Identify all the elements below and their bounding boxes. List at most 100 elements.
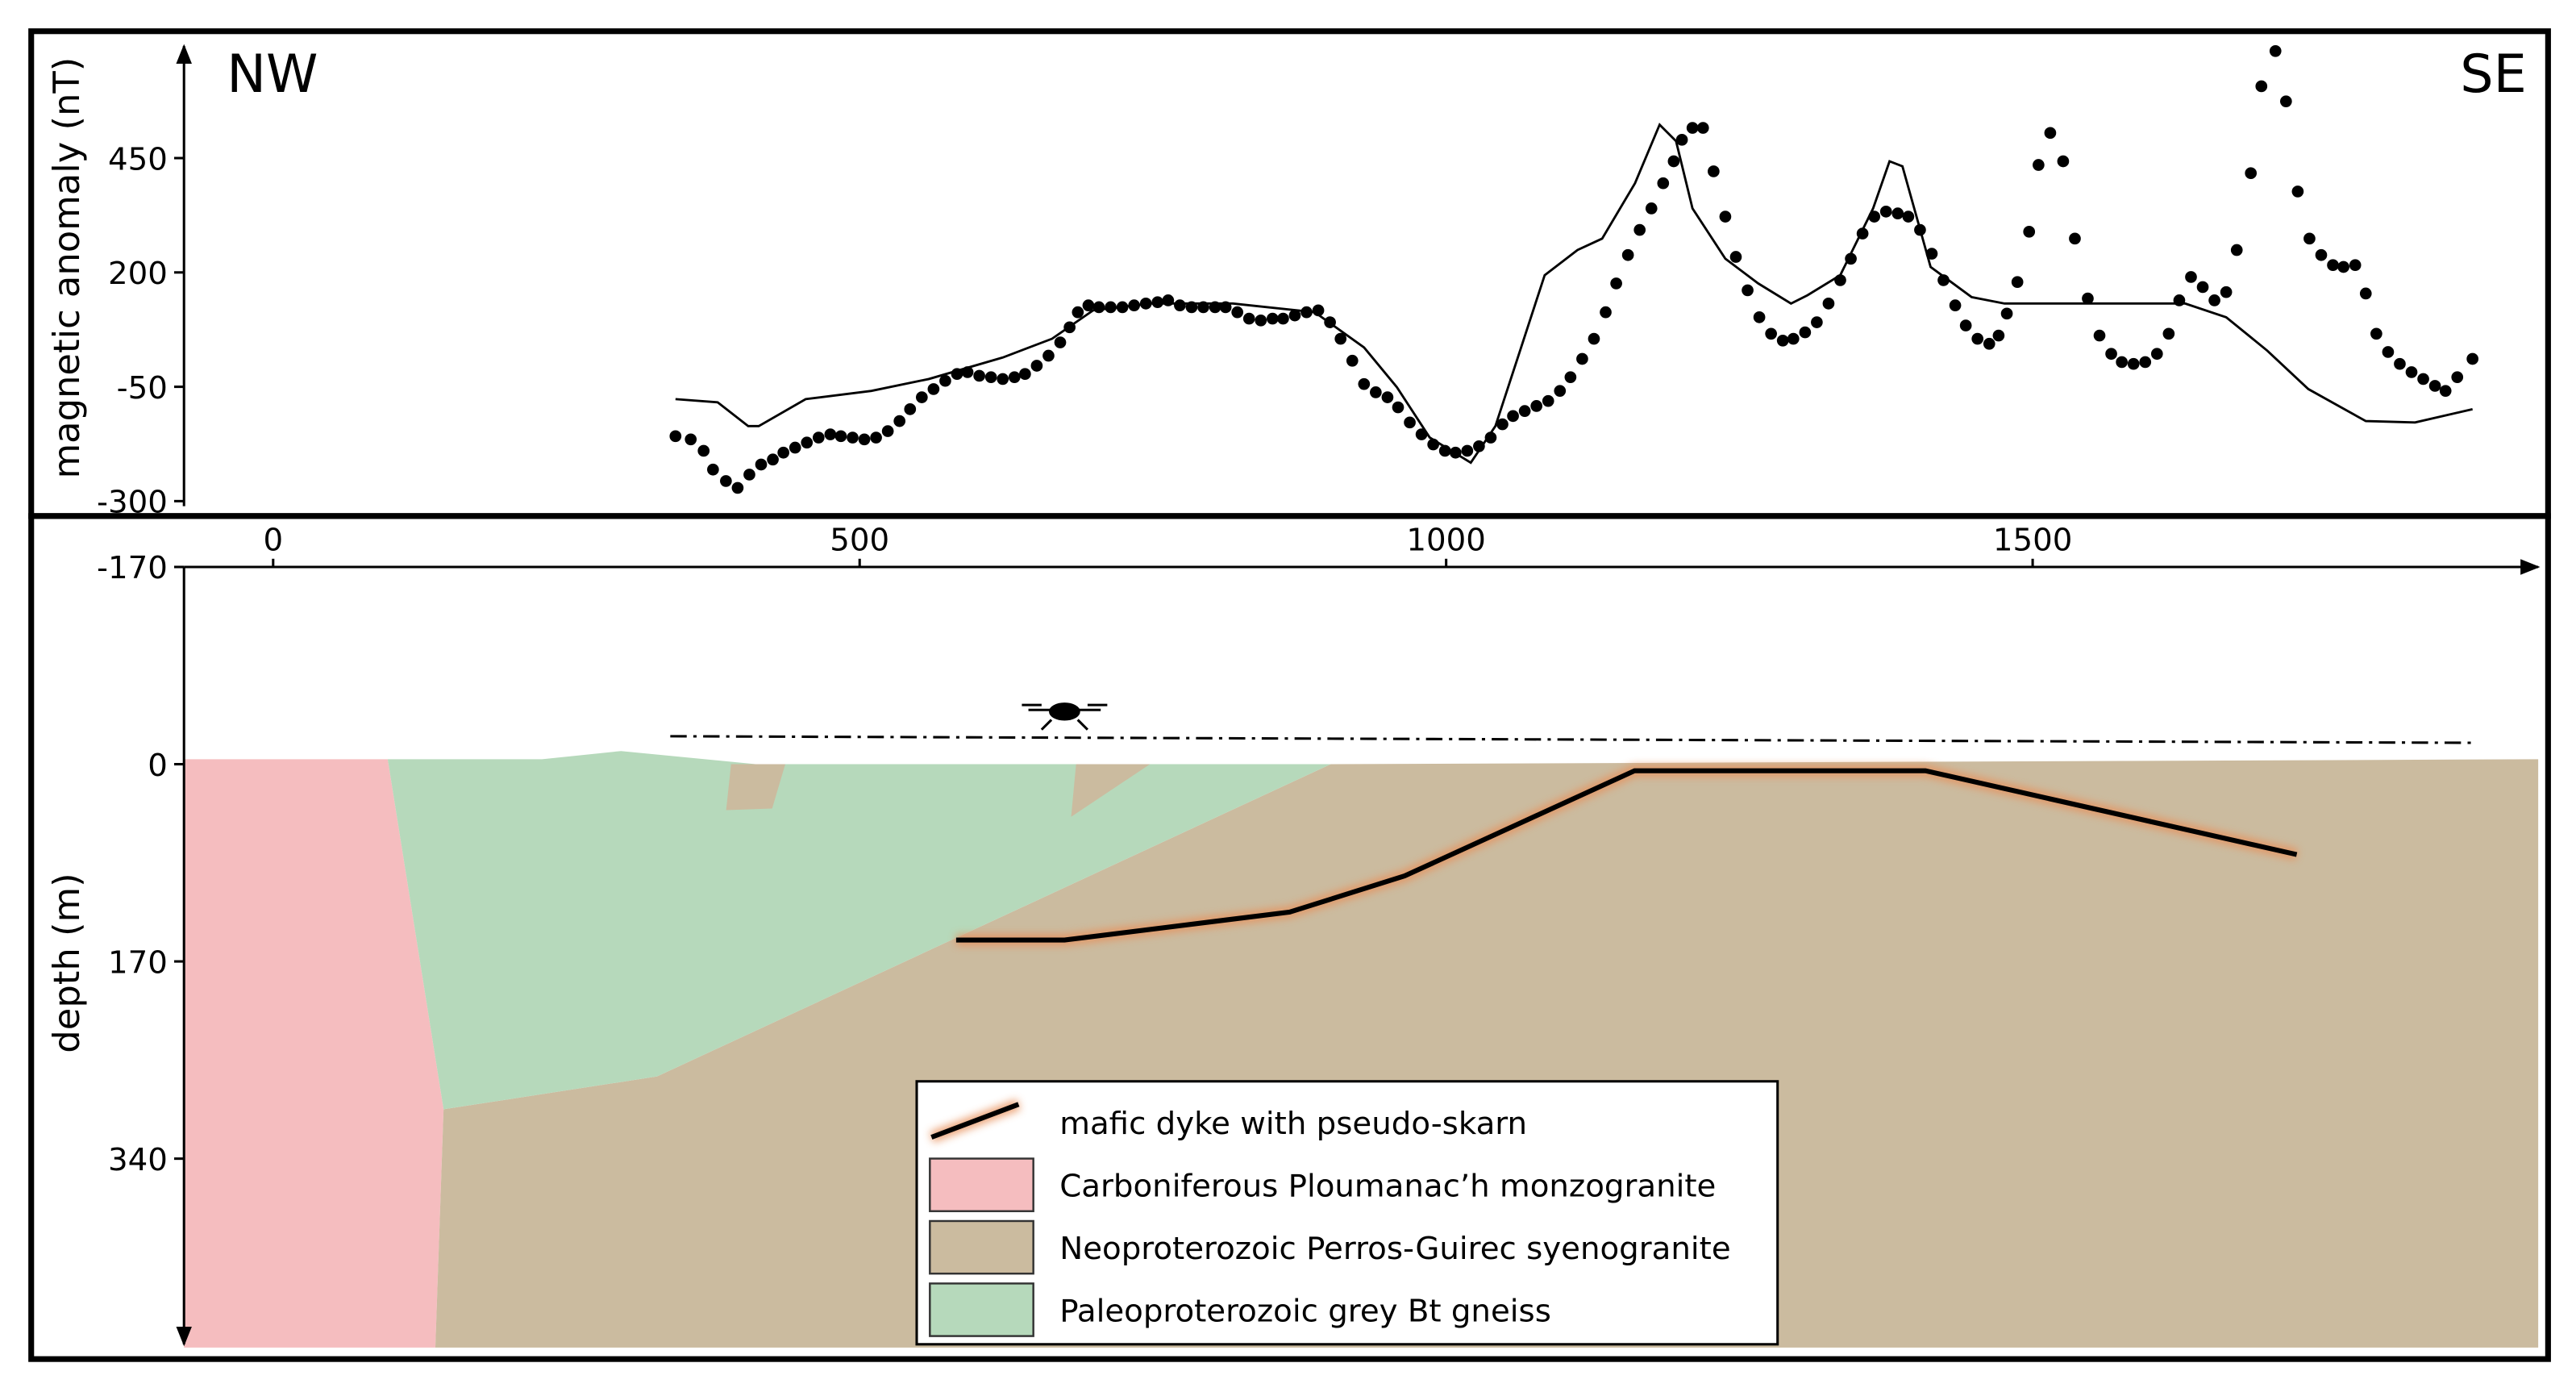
- data-point: [2337, 261, 2349, 273]
- data-point: [1686, 122, 1699, 134]
- data-point: [697, 444, 710, 457]
- data-point: [1082, 299, 1095, 311]
- syenogranite-wedge: [726, 764, 785, 811]
- data-point: [2105, 348, 2117, 361]
- data-point: [2349, 259, 2362, 272]
- data-point: [1019, 368, 1031, 381]
- data-point: [2315, 248, 2328, 261]
- data-point: [1231, 306, 1244, 319]
- data-point: [1030, 360, 1043, 372]
- data-point: [2162, 327, 2175, 340]
- data-point: [1554, 385, 1567, 398]
- data-point: [1255, 315, 1267, 327]
- data-point: [1473, 440, 1485, 452]
- data-point: [1708, 165, 1720, 177]
- data-point: [1657, 177, 1670, 190]
- flight-line: [670, 735, 2473, 744]
- data-point: [1983, 337, 1995, 350]
- data-point: [2033, 159, 2045, 171]
- data-point: [1288, 309, 1301, 322]
- data-point: [2327, 259, 2339, 272]
- data-point: [2150, 348, 2163, 361]
- data-point: [2280, 95, 2292, 108]
- syenogranite-wedge: [1071, 764, 1151, 817]
- drone-icon: [1022, 702, 1108, 731]
- data-point: [1675, 133, 1688, 146]
- data-point: [1667, 155, 1680, 168]
- data-point: [1266, 312, 1279, 325]
- data-point: [973, 369, 985, 382]
- data-point: [858, 433, 871, 446]
- data-point: [1776, 334, 1789, 347]
- data-point: [1404, 416, 1416, 429]
- y-tick-label: 0: [148, 748, 168, 784]
- x-tick-label: 1500: [1993, 523, 2073, 559]
- dyke: [955, 768, 2298, 943]
- data-point: [1277, 312, 1289, 325]
- x-tick-label: 1000: [1406, 523, 1486, 559]
- data-point: [812, 431, 825, 444]
- data-point: [2000, 307, 2013, 320]
- data-point: [1242, 312, 1255, 325]
- y-tick-label: -50: [117, 370, 168, 406]
- data-point: [767, 453, 779, 466]
- y-tick-label: -300: [97, 485, 168, 521]
- data-point: [1742, 284, 1754, 297]
- data-point: [707, 463, 719, 476]
- data-point: [2044, 127, 2057, 140]
- data-point: [1484, 431, 1497, 444]
- data-point: [669, 430, 682, 443]
- data-point: [1392, 401, 1405, 414]
- data-point: [1358, 377, 1371, 390]
- data-point: [927, 383, 940, 395]
- data-point: [755, 458, 768, 471]
- data-point: [2370, 327, 2382, 340]
- data-point: [997, 373, 1009, 386]
- data-point: [1645, 202, 1658, 215]
- data-point: [904, 403, 917, 415]
- data-point: [1811, 316, 1823, 328]
- data-point: [1753, 311, 1766, 323]
- data-point: [1054, 336, 1067, 348]
- data-point: [1949, 299, 1962, 311]
- data-point: [1633, 223, 1646, 236]
- legend-label: mafic dyke with pseudo-skarn: [1059, 1106, 1527, 1142]
- data-point: [2196, 281, 2209, 294]
- data-point: [1072, 306, 1084, 319]
- data-point: [2394, 357, 2406, 370]
- data-point: [1600, 306, 1612, 319]
- data-point: [2417, 373, 2429, 386]
- y-tick-label: 170: [108, 944, 168, 981]
- data-point: [1891, 207, 1904, 219]
- data-point: [1787, 332, 1800, 345]
- data-point: [2139, 356, 2152, 369]
- data-point: [1576, 352, 1588, 365]
- data-point: [1008, 371, 1021, 384]
- data-point: [1542, 394, 1554, 407]
- data-point: [1610, 277, 1622, 290]
- data-point: [1971, 332, 1984, 345]
- data-point: [1346, 354, 1359, 367]
- legend-swatch: [929, 1282, 1034, 1337]
- data-point: [1765, 327, 1777, 340]
- annotation: NW: [227, 44, 318, 105]
- data-point: [1151, 296, 1164, 308]
- data-point: [1719, 210, 1732, 223]
- y-axis-label: magnetic anomaly (nT): [45, 57, 88, 479]
- data-point: [2116, 356, 2128, 369]
- data-point: [824, 428, 837, 440]
- gneiss-area: [387, 751, 1331, 1110]
- data-point: [1507, 410, 1519, 423]
- data-point: [984, 371, 997, 384]
- data-point: [2359, 287, 2372, 300]
- x-tick-label: 0: [263, 523, 283, 559]
- bottom-panel-frame: [28, 513, 2551, 1362]
- data-point: [1564, 371, 1577, 384]
- data-point: [2185, 271, 2197, 283]
- data-point: [2057, 155, 2070, 168]
- data-point: [743, 469, 755, 481]
- monzogranite-area: [184, 759, 444, 1348]
- data-point: [1799, 326, 1812, 339]
- data-point: [1496, 418, 1509, 431]
